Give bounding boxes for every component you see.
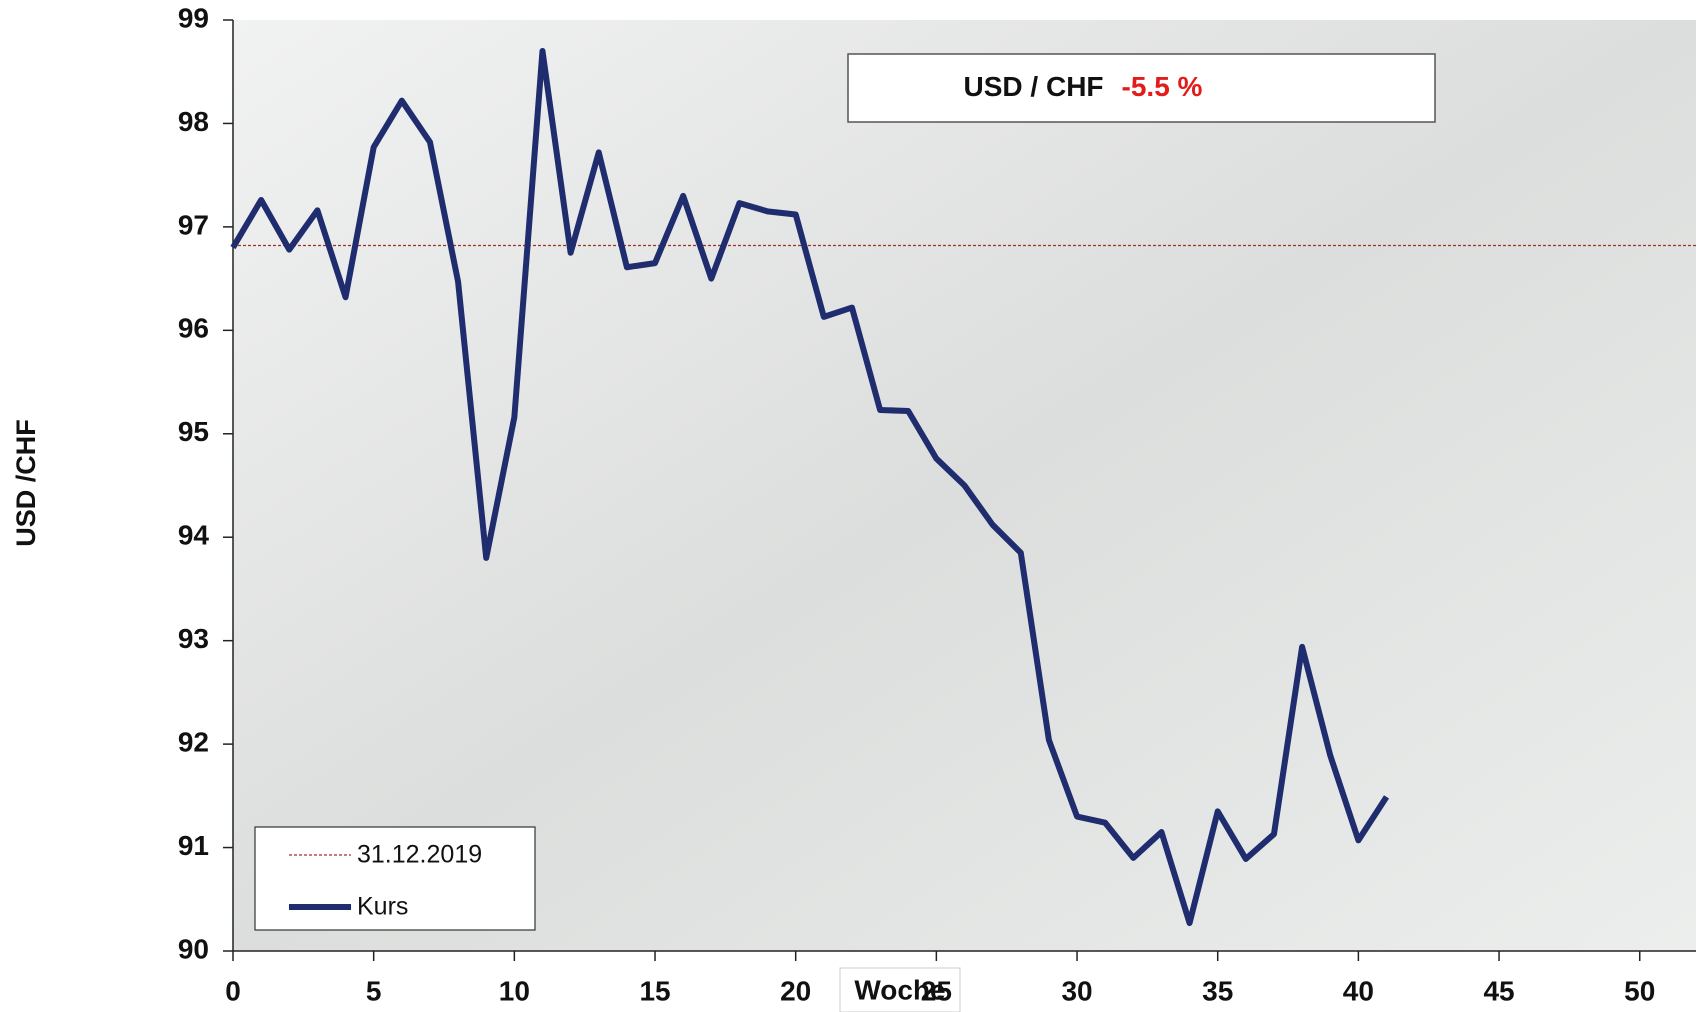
x-tick-label: 10 [499, 975, 530, 1006]
x-tick-label: 25 [921, 975, 952, 1006]
title-text: USD / CHF [964, 71, 1104, 102]
y-tick-label: 92 [178, 727, 209, 758]
y-axis-label: USD /CHF [11, 419, 41, 547]
legend-label: Kurs [357, 893, 408, 921]
y-tick-label: 98 [178, 106, 209, 137]
title-change: -5.5 % [1122, 71, 1203, 102]
x-tick-label: 15 [639, 975, 670, 1006]
page: {"chart_data": {"type": "line", "title":… [0, 0, 1698, 1012]
x-tick-label: 30 [1061, 975, 1092, 1006]
y-tick-label: 90 [178, 933, 209, 964]
x-tick-label: 50 [1624, 975, 1655, 1006]
legend-label: 31.12.2019 [357, 841, 482, 869]
x-tick-label: 20 [780, 975, 811, 1006]
y-tick-label: 96 [178, 313, 209, 344]
y-tick-label: 99 [178, 2, 209, 33]
y-tick-label: 93 [178, 623, 209, 654]
chart: USD /CHF Woche USD / CHF-5.5 % 909192939… [0, 0, 1698, 1012]
x-tick-label: 5 [366, 975, 382, 1006]
x-tick-label: 40 [1343, 975, 1374, 1006]
x-tick-label: 35 [1202, 975, 1233, 1006]
y-tick-label: 95 [178, 416, 209, 447]
y-tick-label: 97 [178, 209, 209, 240]
y-tick-label: 94 [178, 520, 210, 551]
chart-title: USD / CHF -5.5 % [964, 71, 1203, 102]
y-tick-label: 91 [178, 830, 209, 861]
x-tick-label: 45 [1483, 975, 1514, 1006]
x-tick-label: 0 [225, 975, 241, 1006]
